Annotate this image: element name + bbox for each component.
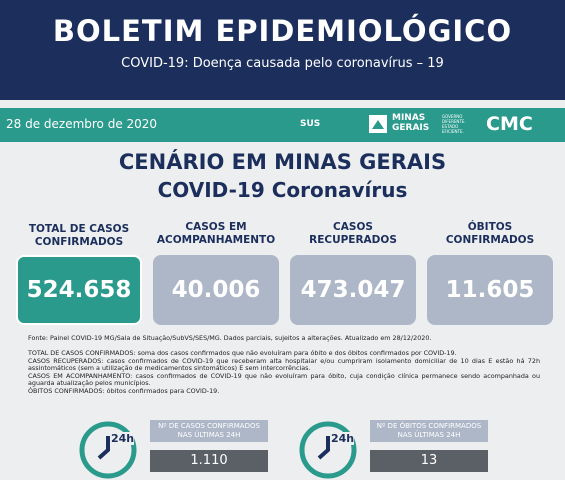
definitions: TOTAL DE CASOS CONFIRMADOS: soma dos cas… — [28, 349, 540, 396]
card-label: TOTAL DE CASOS CONFIRMADOS — [28, 223, 130, 248]
clock-icon — [75, 414, 141, 480]
header: BOLETIM EPIDEMIOLÓGICO COVID-19: Doença … — [0, 0, 565, 100]
definition: ÓBITOS CONFIRMADOS: óbitos confirmados p… — [28, 386, 220, 395]
card-value: 524.658 — [16, 255, 142, 325]
card-label: ÓBITOS CONFIRMADOS — [445, 221, 535, 246]
card-value: 473.047 — [290, 255, 416, 325]
logo-sus: SUS — [300, 119, 321, 129]
card-value: 40.006 — [153, 255, 279, 325]
logo-slogan: GOVERNO DIFERENTE. ESTADO EFICIENTE. — [442, 114, 466, 134]
logo-mg: MINAS GERAIS — [392, 113, 430, 133]
mg-icon — [369, 115, 387, 133]
card-label: CASOS EM ACOMPANHAMENTO — [156, 221, 276, 246]
clock — [79, 421, 137, 479]
icon-label: 24h — [111, 432, 135, 445]
icon-label: 24h — [331, 432, 355, 445]
clock-icon — [295, 414, 361, 480]
daily-value: 1.110 — [150, 450, 268, 472]
daily-label: Nº DE ÓBITOS CONFIRMADOS NAS ÚLTIMAS 24H — [370, 420, 488, 442]
date: 28 de dezembro de 2020 — [6, 117, 158, 131]
definition: CASOS RECUPERADOS: casos confirmados de … — [28, 356, 540, 373]
daily-value: 13 — [370, 450, 488, 472]
logo-cmc: CMC — [486, 113, 533, 135]
card-label: CASOS RECUPERADOS — [309, 221, 397, 246]
section-title: CENÁRIO EM MINAS GERAIS — [118, 150, 447, 174]
subtitle: COVID-19: Doença causada pelo coronavíru… — [121, 56, 444, 71]
clock — [299, 421, 357, 479]
daily-label: Nº DE CASOS CONFIRMADOS NAS ÚLTIMAS 24H — [150, 420, 268, 442]
card-value: 11.605 — [427, 255, 553, 325]
section-subtitle: COVID-19 Coronavírus — [157, 178, 408, 202]
title: BOLETIM EPIDEMIOLÓGICO — [52, 14, 513, 48]
source: Fonte: Painel COVID-19 MG/Sala de Situaç… — [28, 334, 432, 342]
definition: CASOS EM ACOMPANHAMENTO: casos confirmad… — [28, 371, 540, 388]
definition: TOTAL DE CASOS CONFIRMADOS: soma dos cas… — [28, 349, 457, 357]
info-bar: 28 de dezembro de 2020 SUS MINAS GERAIS … — [0, 108, 565, 142]
